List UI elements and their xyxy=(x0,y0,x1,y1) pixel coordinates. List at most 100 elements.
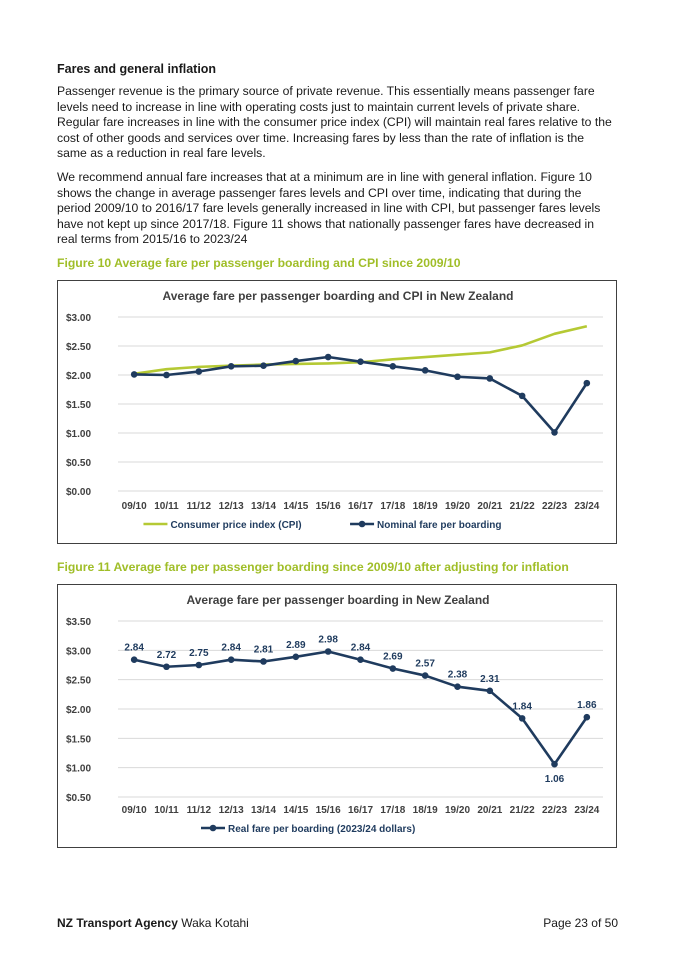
x-tick-label: 22/23 xyxy=(542,805,567,816)
data-label: 2.31 xyxy=(480,674,500,685)
figure-11-svg: Average fare per passenger boarding in N… xyxy=(66,593,603,835)
data-point xyxy=(324,353,332,361)
data-point xyxy=(130,371,138,378)
x-tick-label: 13/14 xyxy=(251,501,276,512)
legend-marker xyxy=(358,520,366,528)
data-label: 2.98 xyxy=(318,634,338,645)
y-tick-label: $1.50 xyxy=(66,734,91,745)
data-label: 1.06 xyxy=(545,774,565,785)
data-label: 2.84 xyxy=(221,643,241,654)
x-tick-label: 17/18 xyxy=(380,501,405,512)
x-tick-label: 11/12 xyxy=(187,805,212,816)
x-tick-label: 14/15 xyxy=(283,501,308,512)
data-point xyxy=(486,687,494,695)
data-point xyxy=(163,663,170,670)
y-tick-label: $1.00 xyxy=(66,764,91,775)
data-point xyxy=(163,371,170,379)
data-point xyxy=(551,760,558,768)
x-tick-label: 20/21 xyxy=(477,805,502,816)
x-tick-label: 17/18 xyxy=(380,805,405,816)
data-label: 2.57 xyxy=(415,658,435,669)
data-point xyxy=(292,357,300,365)
data-point xyxy=(421,366,429,374)
x-tick-label: 12/13 xyxy=(219,501,244,512)
data-point xyxy=(292,653,300,661)
data-point xyxy=(454,683,461,690)
data-label: 2.81 xyxy=(254,644,274,655)
data-point xyxy=(583,713,591,721)
y-tick-label: $0.50 xyxy=(66,458,91,469)
x-tick-label: 13/14 xyxy=(251,805,276,816)
data-point xyxy=(454,373,461,380)
footer: NZ Transport Agency Waka Kotahi Page 23 … xyxy=(57,916,618,930)
y-tick-label: $2.50 xyxy=(66,676,91,687)
x-tick-label: 21/22 xyxy=(510,805,535,816)
x-tick-label: 09/10 xyxy=(122,501,147,512)
y-tick-label: $3.00 xyxy=(66,646,91,657)
page-number: Page 23 of 50 xyxy=(543,916,618,930)
x-tick-label: 16/17 xyxy=(348,805,373,816)
x-tick-label: 11/12 xyxy=(187,501,212,512)
data-point xyxy=(260,362,267,369)
data-label: 2.69 xyxy=(383,651,403,662)
data-point xyxy=(130,656,138,663)
data-point xyxy=(195,368,203,375)
y-tick-label: $0.50 xyxy=(66,793,91,804)
figure-11-caption: Figure 11 Average fare per passenger boa… xyxy=(57,559,569,574)
x-tick-label: 09/10 xyxy=(122,805,147,816)
series-line xyxy=(134,355,588,434)
x-tick-label: 10/11 xyxy=(154,501,179,512)
y-tick-label: $0.00 xyxy=(66,487,91,498)
data-label: 2.72 xyxy=(157,650,177,661)
data-point xyxy=(227,362,235,370)
x-tick-label: 16/17 xyxy=(348,501,373,512)
x-tick-label: 19/20 xyxy=(445,805,470,816)
figure-10-chart: Average fare per passenger boarding and … xyxy=(57,279,617,544)
page-content: Fares and general inflation Passenger re… xyxy=(57,62,617,848)
data-point xyxy=(389,665,397,672)
paragraph-2: We recommend annual fare increases that … xyxy=(57,169,601,247)
x-tick-label: 10/11 xyxy=(154,805,179,816)
legend-marker xyxy=(209,824,217,832)
y-tick-label: $2.50 xyxy=(66,342,91,353)
y-tick-label: $1.50 xyxy=(66,400,91,411)
data-point xyxy=(227,656,235,663)
data-point xyxy=(518,715,526,722)
data-point xyxy=(518,392,526,400)
x-tick-label: 15/16 xyxy=(316,501,341,512)
legend-label: Consumer price index (CPI) xyxy=(170,520,301,531)
data-point xyxy=(324,648,332,655)
x-tick-label: 18/19 xyxy=(413,805,438,816)
data-label: 1.84 xyxy=(512,701,532,712)
x-tick-label: 20/21 xyxy=(477,501,502,512)
x-tick-label: 22/23 xyxy=(542,501,567,512)
chart-title: Average fare per passenger boarding in N… xyxy=(187,593,490,607)
data-point xyxy=(583,379,591,387)
data-label: 2.84 xyxy=(351,643,371,654)
x-tick-label: 14/15 xyxy=(283,805,308,816)
y-tick-label: $2.00 xyxy=(66,705,91,716)
x-tick-label: 15/16 xyxy=(316,805,341,816)
y-tick-label: $2.00 xyxy=(66,371,91,382)
y-tick-label: $1.00 xyxy=(66,429,91,440)
series-line xyxy=(133,324,588,376)
section-title: Fares and general inflation xyxy=(57,62,217,76)
figure-11-chart: Average fare per passenger boarding in N… xyxy=(57,583,617,848)
x-tick-label: 21/22 xyxy=(510,501,535,512)
legend-label: Nominal fare per boarding xyxy=(377,520,501,531)
data-label: 2.89 xyxy=(286,640,306,651)
paragraph-1: Passenger revenue is the primary source … xyxy=(57,84,612,161)
y-tick-label: $3.50 xyxy=(66,617,91,628)
legend-label: Real fare per boarding (2023/24 dollars) xyxy=(228,824,415,835)
data-point xyxy=(357,358,364,365)
x-tick-label: 23/24 xyxy=(574,501,599,512)
data-point xyxy=(421,672,429,679)
data-label: 2.84 xyxy=(124,643,144,654)
figure-10-svg: Average fare per passenger boarding and … xyxy=(66,289,603,531)
footer-org-rest: Waka Kotahi xyxy=(177,916,249,930)
y-tick-label: $3.00 xyxy=(66,313,91,324)
x-tick-label: 19/20 xyxy=(445,501,470,512)
data-point xyxy=(389,362,397,370)
footer-org-bold: NZ Transport Agency xyxy=(57,916,178,930)
x-tick-label: 23/24 xyxy=(574,805,599,816)
